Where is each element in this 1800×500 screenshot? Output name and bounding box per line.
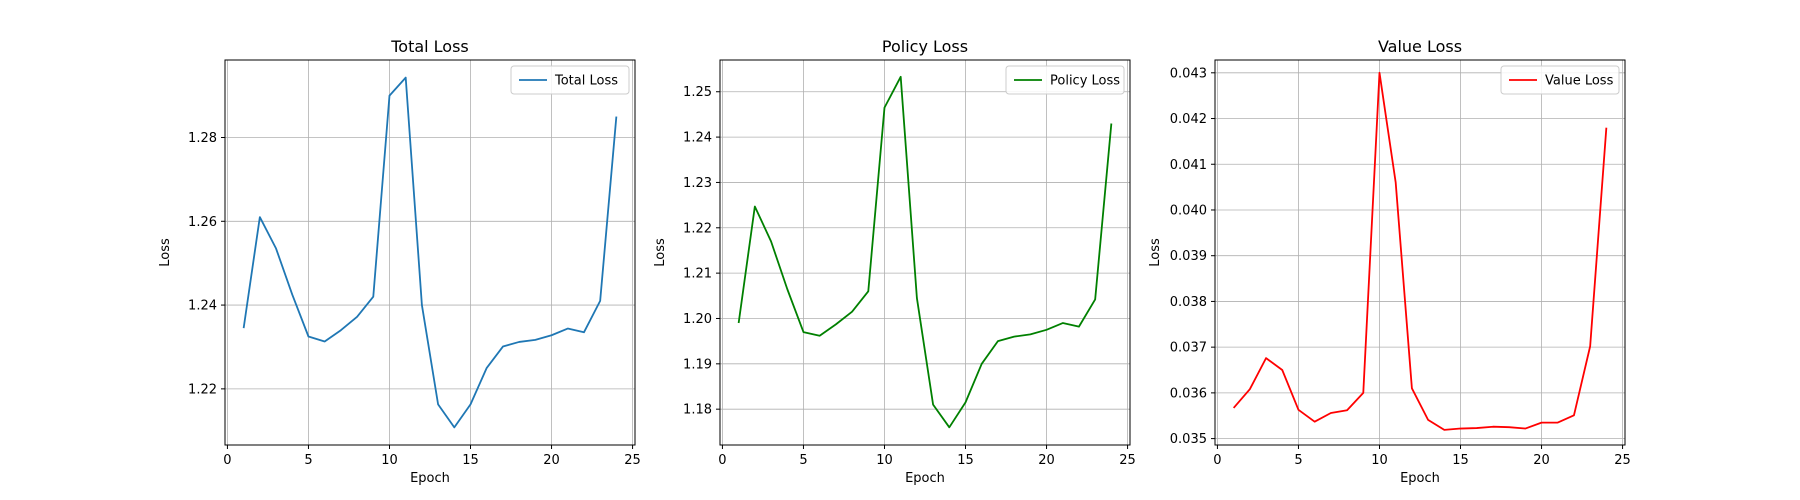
total-loss-legend-box xyxy=(510,65,630,95)
value-loss-y-tick-label: 0.039 xyxy=(1170,249,1207,264)
policy-loss-legend: Policy Loss xyxy=(1005,65,1125,95)
total-loss-x-axis-label: Epoch xyxy=(410,471,450,486)
value-loss-axes-frame xyxy=(1214,59,1626,446)
value-loss-legend-box xyxy=(1500,65,1620,95)
policy-loss-y-tick-label: 1.24 xyxy=(683,131,712,146)
policy-loss-x-tick-label: 0 xyxy=(718,453,726,468)
total-loss-x-tick-label: 5 xyxy=(304,453,312,468)
total-loss-x-tick-label: 15 xyxy=(462,453,479,468)
total-loss-y-tick-label: 1.28 xyxy=(188,131,217,146)
total-loss-x-tick-label: 25 xyxy=(624,453,641,468)
policy-loss-x-tick-label: 5 xyxy=(799,453,807,468)
value-loss-x-tick-label: 5 xyxy=(1294,453,1302,468)
policy-loss-x-tick-label: 15 xyxy=(957,453,974,468)
policy-loss-x-tick-label: 20 xyxy=(1038,453,1055,468)
value-loss-x-tick-label: 10 xyxy=(1371,453,1388,468)
policy-loss-x-tick-label: 10 xyxy=(876,453,893,468)
value-loss-series-line xyxy=(1232,71,1608,431)
policy-loss-plot-area xyxy=(720,60,1130,445)
policy-loss-y-tick-label: 1.23 xyxy=(683,176,712,191)
total-loss-title: Total Loss xyxy=(390,37,469,56)
value-loss-y-tick-label: 0.040 xyxy=(1170,203,1207,218)
total-loss-plot-area xyxy=(225,60,635,445)
policy-loss-series-line xyxy=(737,75,1113,429)
value-loss-y-tick-label: 0.038 xyxy=(1170,295,1207,310)
policy-loss-title: Policy Loss xyxy=(882,37,968,56)
policy-loss-axes-frame xyxy=(719,59,1131,446)
total-loss-y-tick-label: 1.24 xyxy=(188,299,217,314)
policy-loss-y-axis-label: Loss xyxy=(653,238,668,267)
total-loss-legend: Total Loss xyxy=(510,65,630,95)
policy-loss-y-tick-label: 1.22 xyxy=(683,221,712,236)
total-loss-y-axis-label: Loss xyxy=(158,238,173,267)
value-loss-x-tick-label: 15 xyxy=(1452,453,1469,468)
value-loss-plot-area xyxy=(1215,60,1625,445)
policy-loss-y-tick-label: 1.18 xyxy=(683,403,712,418)
policy-loss-y-tick-label: 1.19 xyxy=(683,357,712,372)
value-loss-y-tick-label: 0.035 xyxy=(1170,432,1207,447)
policy-loss-y-tick-label: 1.25 xyxy=(683,85,712,100)
policy-loss-y-tick-label: 1.21 xyxy=(683,267,712,282)
value-loss-y-tick-label: 0.043 xyxy=(1170,66,1207,81)
total-loss-chart: 0 5 10 15 20 25 1.22 1.24 1.26 1.28 Total Loss Epoc… xyxy=(158,37,641,486)
value-loss-y-tick-label: 0.037 xyxy=(1170,341,1207,356)
policy-loss-x-axis-label: Epoch xyxy=(905,471,945,486)
policy-loss-x-tick-label: 25 xyxy=(1119,453,1136,468)
total-loss-legend-label: Total Loss xyxy=(554,74,618,89)
value-loss-y-tick-label: 0.042 xyxy=(1170,112,1207,127)
value-loss-x-tick-label: 20 xyxy=(1533,453,1550,468)
policy-loss-chart: 0 5 10 15 20 25 1.18 1.19 1.20 1.21 1.22 1.23 1.24 1.… xyxy=(653,37,1136,486)
value-loss-chart: 0 5 10 15 20 25 0.035 0.036 0.037 0.038 0.039 0.040… xyxy=(1148,37,1631,486)
value-loss-legend-label: Value Loss xyxy=(1545,74,1614,89)
value-loss-x-tick-label: 25 xyxy=(1614,453,1631,468)
total-loss-y-tick-label: 1.22 xyxy=(188,382,217,397)
total-loss-x-tick-label: 0 xyxy=(223,453,231,468)
policy-loss-legend-label: Policy Loss xyxy=(1050,74,1120,89)
value-loss-legend: Value Loss xyxy=(1500,65,1620,95)
value-loss-y-tick-label: 0.041 xyxy=(1170,158,1207,173)
value-loss-x-axis-label: Epoch xyxy=(1400,471,1440,486)
value-loss-y-tick-label: 0.036 xyxy=(1170,386,1207,401)
total-loss-axes-frame xyxy=(224,59,636,446)
policy-loss-legend-box xyxy=(1005,65,1125,95)
total-loss-x-tick-label: 10 xyxy=(381,453,398,468)
total-loss-y-tick-label: 1.26 xyxy=(188,215,217,230)
value-loss-x-tick-label: 0 xyxy=(1213,453,1221,468)
value-loss-title: Value Loss xyxy=(1378,37,1462,56)
total-loss-series-line xyxy=(242,76,618,429)
policy-loss-y-tick-label: 1.20 xyxy=(683,312,712,327)
value-loss-y-axis-label: Loss xyxy=(1148,238,1163,267)
total-loss-x-tick-label: 20 xyxy=(543,453,560,468)
